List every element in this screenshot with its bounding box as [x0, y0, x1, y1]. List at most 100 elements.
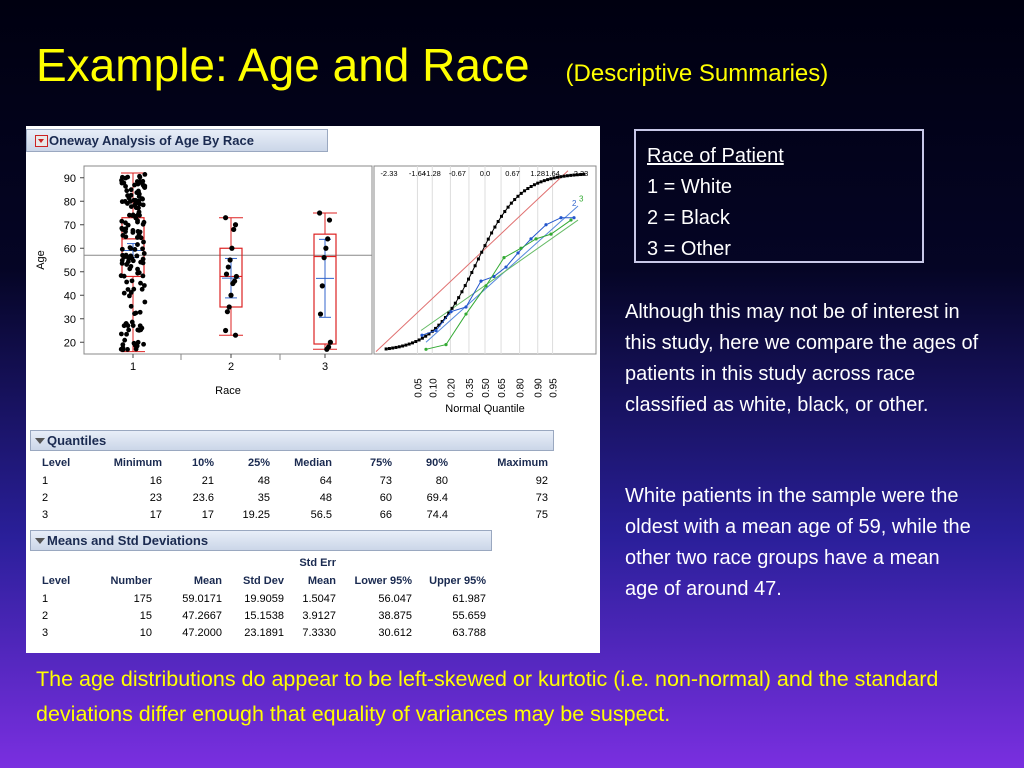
table-cell: 55.659 — [452, 609, 486, 622]
series-1-point — [526, 187, 530, 191]
x-tick-label: 1 — [130, 361, 136, 373]
legend-item: 1 = White — [647, 176, 733, 198]
data-point — [223, 327, 229, 334]
series-1-point — [569, 173, 573, 177]
series-1-point — [480, 250, 484, 254]
data-point — [224, 309, 230, 315]
series-2-point — [504, 265, 508, 269]
series-1-point — [529, 184, 533, 188]
red-triangle-menu-icon[interactable] — [35, 135, 48, 147]
table-cell: 60 — [379, 491, 392, 504]
data-point — [142, 185, 148, 190]
data-point — [129, 278, 135, 284]
table-cell: 61.987 — [452, 592, 486, 605]
table-cell: 75 — [535, 508, 548, 521]
table-cell: 15 — [139, 609, 152, 622]
data-point — [140, 202, 146, 208]
data-point — [225, 264, 231, 270]
data-point — [140, 256, 146, 262]
data-point — [230, 280, 236, 287]
series-1-point — [384, 347, 388, 351]
series-1-point — [414, 340, 418, 344]
data-point — [134, 235, 140, 240]
jmp-output-panel: Oneway Analysis of Age By Race 20 30 40 50 6… — [26, 126, 600, 653]
data-point — [140, 196, 145, 202]
data-point — [128, 263, 134, 269]
series-2-point — [420, 333, 424, 337]
series-2-point — [572, 216, 576, 220]
table-cell: 56.047 — [378, 592, 412, 605]
data-point — [135, 270, 141, 276]
series-1-point — [391, 346, 395, 350]
box-iqr — [313, 233, 337, 345]
data-point — [134, 253, 140, 259]
table-row: 3 10 47.2000 23.1891 7.3330 30.612 63.78… — [42, 624, 486, 641]
normal-quantile-plot: -2.33-1.64-1.28-0.670.00.671.281.642.330… — [373, 165, 597, 415]
bottom-tick-label: 0.35 — [465, 378, 476, 398]
table-cell: 69.4 — [426, 491, 448, 504]
top-tick-label: 0.0 — [480, 169, 490, 178]
series-1-point — [493, 225, 497, 229]
title-main: Example: Age and Race — [36, 39, 530, 91]
age-by-race-plot: 20 30 40 50 60 70 80 90 Age 1 2 3 Race — [35, 165, 373, 397]
series-1-point — [496, 220, 500, 224]
quantiles-header[interactable]: Quantiles — [30, 430, 554, 451]
conclusion-text: The age distributions do appear to be le… — [36, 667, 939, 726]
series-1-point — [575, 173, 579, 177]
series-1-point — [476, 257, 480, 261]
data-point — [142, 299, 148, 305]
series-1-point — [437, 323, 441, 327]
disclosure-triangle-icon[interactable] — [35, 438, 45, 444]
top-tick-label: -0.67 — [449, 169, 466, 178]
x-axis-label: Race — [215, 385, 241, 397]
bottom-tick-label: 0.10 — [428, 378, 439, 398]
quantiles-header-row: Level Minimum 10% 25% Median 75% 90% Max… — [42, 454, 548, 472]
x-tick-label: 2 — [228, 361, 234, 373]
y-tick-label: 20 — [64, 337, 76, 349]
race-legend-box: Race of Patient 1 = White 2 = Black 3 = … — [634, 129, 924, 263]
series-1-point — [579, 173, 583, 177]
top-tick-label: -1.64 — [409, 169, 426, 178]
table-cell: 35 — [257, 491, 270, 504]
data-point — [119, 225, 125, 231]
series-1-point — [556, 175, 560, 179]
data-point — [327, 339, 333, 345]
data-point — [128, 187, 134, 193]
series-1-point — [503, 210, 507, 214]
y-tick-label: 70 — [64, 220, 76, 232]
series-2-point — [479, 279, 483, 283]
series-2-point — [559, 216, 563, 220]
table-cell: 92 — [535, 474, 548, 487]
series-1-point — [473, 264, 477, 268]
means-header-row: Level Number Mean Std Dev Mean Lower 95%… — [42, 572, 486, 590]
data-point — [122, 199, 128, 204]
series-1-point — [440, 320, 444, 324]
disclosure-triangle-icon[interactable] — [35, 538, 45, 544]
data-point — [229, 245, 235, 251]
data-point — [125, 222, 131, 228]
data-point — [324, 346, 330, 352]
data-point — [126, 256, 132, 262]
oneway-header[interactable]: Oneway Analysis of Age By Race — [26, 129, 328, 152]
data-point — [132, 247, 138, 252]
data-point — [119, 258, 125, 263]
oneway-header-label: Oneway Analysis of Age By Race — [49, 133, 254, 148]
series-1-point — [483, 244, 487, 248]
data-point — [137, 173, 142, 179]
table-cell: 73 — [379, 474, 392, 487]
series-1-point — [470, 270, 474, 274]
series-3-point — [484, 284, 488, 288]
series-1-point — [394, 345, 398, 349]
series-1-point — [424, 334, 428, 338]
table-cell: 48 — [319, 491, 332, 504]
series-3-point — [519, 246, 523, 250]
column-header: Mean — [193, 575, 222, 587]
quantiles-header-label: Quantiles — [47, 433, 107, 448]
column-header: Number — [110, 575, 152, 587]
means-header[interactable]: Means and Std Deviations — [30, 530, 492, 551]
table-cell: 7.3330 — [302, 626, 336, 639]
series-1-point — [536, 181, 540, 185]
data-point — [133, 197, 138, 203]
top-tick-label: 1.28 — [530, 169, 545, 178]
